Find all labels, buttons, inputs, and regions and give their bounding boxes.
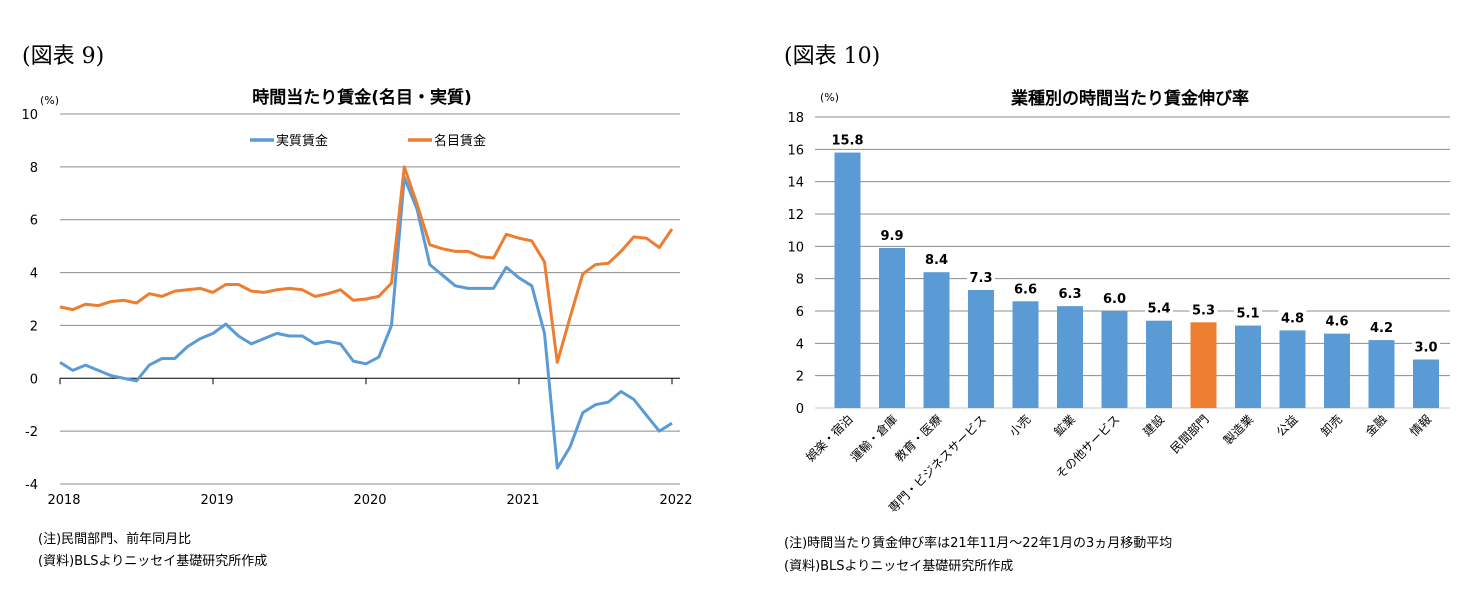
data-label: 6.6: [1014, 282, 1037, 297]
y-tick-label: 8: [30, 161, 38, 176]
data-label-bg: [1323, 311, 1351, 328]
bar: [1368, 340, 1395, 408]
bar: [834, 152, 861, 408]
bar: [1146, 320, 1172, 408]
y-tick-label: 2: [796, 370, 804, 385]
x-tick-label: 民間部門: [1167, 412, 1212, 457]
data-label: 7.3: [969, 271, 992, 286]
chart-title: 時間当たり賃金(名目・実質): [252, 87, 472, 108]
data-label-bg: [1367, 318, 1396, 335]
y-tick-label: 8: [796, 273, 804, 288]
data-label: 3.0: [1414, 341, 1437, 356]
source-2: (資料)BLSよりニッセイ基礎研究所作成: [784, 559, 1014, 574]
y-tick-label: 4: [30, 267, 38, 282]
figure-10-label: (図表 10): [784, 44, 881, 69]
y-tick-label: -4: [25, 478, 38, 493]
x-tick-label: 2021: [506, 493, 539, 508]
legend-label: 実質賃金: [276, 133, 328, 149]
line-chart-hourly-wages: 時間当たり賃金(名目・実質) (%) -4 -2 0 2 4 6 8 10 2018 2019 2020…: [21, 87, 692, 508]
data-label-bg: [1145, 298, 1173, 315]
y-tick-label: 16: [787, 143, 804, 158]
y-axis-unit: (%): [820, 91, 839, 104]
y-tick-label: 10: [21, 108, 38, 123]
y-tick-label: 12: [787, 208, 804, 223]
y-tick-label: 4: [796, 337, 804, 352]
y-tick-label: 6: [796, 305, 804, 320]
x-tick-label: 2020: [353, 493, 386, 508]
x-tick-label: 情報: [1407, 412, 1434, 439]
legend-label: 名目賃金: [434, 133, 486, 149]
x-tick-label: 2018: [47, 493, 80, 508]
data-label: 4.6: [1325, 315, 1348, 330]
data-label: 6.3: [1058, 287, 1081, 302]
y-tick-label: 6: [30, 214, 38, 229]
figure-9-label: (図表 9): [22, 44, 105, 69]
x-tick-label: 娯楽・宿泊: [803, 412, 856, 465]
y-tick-label: 0: [796, 402, 804, 417]
bar: [1101, 311, 1128, 408]
bar: [1324, 333, 1350, 408]
bar: [923, 272, 950, 408]
chart-title: 業種別の時間当たり賃金伸び率: [1011, 88, 1249, 109]
series-line-nominal-wage: [59, 165, 674, 364]
series-line-real-wage: [59, 175, 673, 470]
data-label-bg: [1011, 279, 1040, 296]
data-label-bg: [1100, 289, 1129, 305]
data-label-bg: [1189, 300, 1218, 317]
x-tick-label: 製造業: [1221, 412, 1256, 447]
x-tick-label: 金融: [1362, 412, 1390, 440]
bar: [1190, 322, 1217, 408]
x-tick-label: 2019: [200, 493, 233, 508]
data-label-bg: [1278, 308, 1307, 325]
data-label: 4.2: [1370, 321, 1393, 336]
x-tick-label: 卸売: [1318, 412, 1346, 440]
x-tick-label: 小売: [1006, 412, 1034, 440]
data-label-bg: [833, 130, 862, 147]
bar: [1057, 306, 1083, 408]
data-label: 8.4: [925, 253, 948, 268]
data-label-bg: [1056, 284, 1084, 301]
data-label-bg: [1412, 337, 1440, 354]
bar: [879, 247, 905, 408]
bar: [1235, 325, 1261, 408]
data-label: 5.4: [1147, 302, 1170, 317]
data-label-bg: [1234, 303, 1262, 320]
data-label: 4.8: [1281, 311, 1304, 326]
data-label: 5.1: [1236, 307, 1259, 322]
data-label-bg: [878, 225, 906, 242]
note-1: (注)民間部門、前年同月比: [38, 532, 192, 547]
data-label: 6.0: [1103, 292, 1126, 307]
y-tick-label: 0: [30, 372, 38, 387]
bar: [1279, 330, 1306, 408]
y-tick-label: 2: [30, 319, 38, 334]
x-tick-label: 鉱業: [1051, 412, 1079, 440]
x-tick-label: 2022: [659, 493, 692, 508]
data-label: 15.8: [831, 134, 863, 149]
source-1: (資料)BLSよりニッセイ基礎研究所作成: [38, 554, 268, 569]
bar-chart-industry-wage-growth: 業種別の時間当たり賃金伸び率 (%) 0 2 4 6 8 10 12 14 16 18 15.8 娯楽・宿…: [787, 88, 1450, 515]
x-tick-label: 運輸・倉庫: [847, 412, 900, 465]
data-label-bg: [922, 250, 951, 267]
x-tick-label: 公益: [1274, 412, 1301, 439]
note-2: (注)時間当たり賃金伸び率は21年11月～22年1月の3ヵ月移動平均: [784, 536, 1173, 551]
bar: [1012, 301, 1039, 408]
x-tick-label: 建設: [1140, 412, 1168, 440]
data-label: 9.9: [880, 229, 903, 244]
y-tick-label: 10: [787, 240, 804, 255]
data-label-bg: [967, 267, 995, 284]
y-axis-unit: (%): [40, 94, 59, 107]
data-label: 5.3: [1192, 303, 1215, 318]
y-tick-label: -2: [25, 425, 38, 440]
y-tick-label: 18: [787, 111, 804, 126]
y-tick-label: 14: [787, 176, 804, 191]
bar: [1413, 359, 1439, 408]
bar: [968, 289, 994, 408]
